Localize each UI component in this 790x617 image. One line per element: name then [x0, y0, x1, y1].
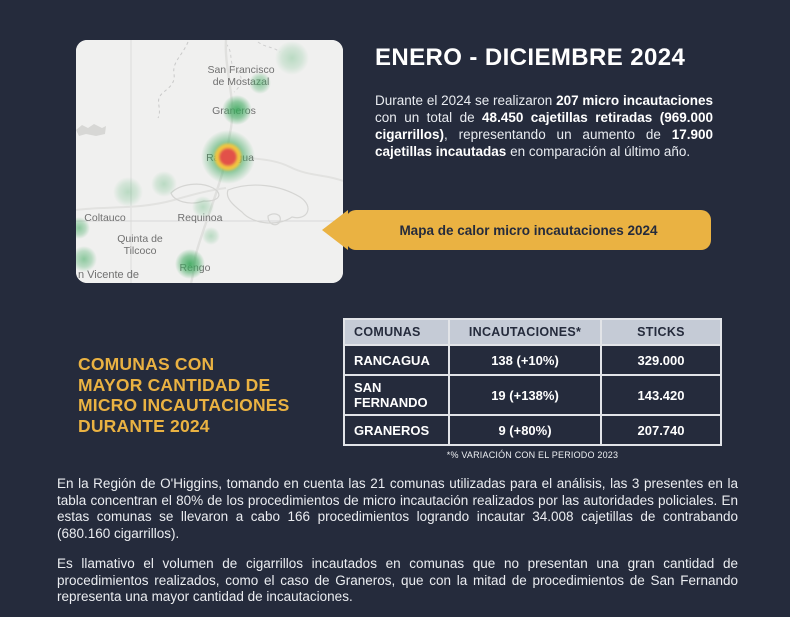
map-label-tilcoco: Tilcoco — [124, 245, 157, 257]
section-heading-line: MAYOR CANTIDAD DE — [78, 374, 271, 395]
intro-segment: Durante el 2024 se realizaron — [375, 93, 557, 108]
table-cell-incautaciones: 19 (+138%) — [450, 376, 600, 414]
heat-spot-top-right — [275, 41, 309, 75]
map-label-requinoa: Requinoa — [178, 212, 223, 224]
analysis-paragraph-2: Es llamativo el volumen de cigarrillos i… — [57, 556, 738, 604]
map-urban-outline — [267, 213, 281, 226]
heat-spot-graneros — [222, 95, 252, 125]
map-urban-outline — [170, 183, 220, 204]
map-label-san-vicente: n Vicente de — [78, 269, 139, 281]
table-cell-sticks: 207.740 — [602, 416, 720, 444]
intro-paragraph: Durante el 2024 se realizaron 207 micro … — [375, 92, 713, 160]
map-road-west — [76, 187, 227, 211]
heat-spot-mostazal — [249, 72, 271, 94]
table-cell-incautaciones: 9 (+80%) — [450, 416, 600, 444]
intro-highlight-aumento: 17.900 cajetillas incautadas — [375, 127, 713, 159]
heat-spot-midwest-1 — [151, 171, 177, 197]
banner-left-arrow-icon — [322, 210, 348, 250]
map-boundary-dashed — [257, 41, 281, 53]
section-heading: COMUNAS CON MAYOR CANTIDAD DE MICRO INCA… — [78, 354, 358, 436]
heat-layer — [76, 41, 309, 279]
table-header-sticks: STICKS — [602, 320, 720, 344]
incautaciones-table: COMUNAS INCAUTACIONES* STICKS RANCAGUA 1… — [343, 318, 722, 446]
table-cell-incautaciones: 138 (+10%) — [450, 346, 600, 374]
table-cell-sticks: 143.420 — [602, 376, 720, 414]
banner-label: Mapa de calor micro incautaciones 2024 — [399, 222, 658, 238]
heat-spot-rancagua — [201, 130, 255, 184]
table-cell-sticks: 329.000 — [602, 346, 720, 374]
intro-segment: con un total de — [375, 110, 483, 125]
table-cell-comuna: GRANEROS — [345, 416, 448, 444]
heatmap-banner: Mapa de calor micro incautaciones 2024 — [322, 210, 711, 250]
map-boundary-dashed — [157, 41, 189, 119]
intro-highlight-cajetillas: 48.450 cajetillas retiradas (969.000 cig… — [375, 110, 713, 142]
banner-body — [346, 210, 711, 250]
table-cell-comuna: SAN FERNANDO — [345, 376, 448, 414]
heat-spot-midwest-2 — [113, 177, 143, 207]
heat-spot-rengo — [175, 249, 205, 279]
section-heading-line: DURANTE 2024 — [78, 415, 210, 436]
heat-spot-left-edge — [76, 217, 90, 239]
section-heading-line: MICRO INCAUTACIONES — [78, 395, 290, 415]
section-heading-line: COMUNAS CON — [78, 354, 215, 374]
table-footnote: *% VARIACIÓN CON EL PERIODO 2023 — [446, 450, 619, 460]
heatmap-image: San Francisco de Mostazal Graneros Ranca… — [76, 40, 343, 283]
heat-spot-bottom-left — [76, 246, 97, 272]
map-terrain-patch — [76, 124, 106, 136]
map-label-quinta-de: Quinta de — [117, 233, 163, 245]
heatmap-card: San Francisco de Mostazal Graneros Ranca… — [76, 40, 343, 283]
intro-highlight-procedimientos: 207 micro incautaciones — [556, 93, 714, 108]
table-header-comunas: COMUNAS — [345, 320, 448, 344]
table-header-incautaciones: INCAUTACIONES* — [450, 320, 600, 344]
table-cell-comuna: RANCAGUA — [345, 346, 448, 374]
map-boundary-dashed — [225, 43, 242, 93]
page-title: ENERO - DICIEMBRE 2024 — [375, 44, 686, 71]
intro-segment: , representando un aumento de — [444, 127, 672, 142]
map-urban-outline — [226, 184, 309, 224]
intro-segment: en comparación al último año. — [506, 144, 691, 159]
heat-spot-requinoa — [192, 196, 214, 218]
analysis-paragraph-1: En la Región de O'Higgins, tomando en cu… — [57, 476, 738, 541]
heat-spot-road — [202, 227, 220, 245]
map-label-coltauco: Coltauco — [84, 212, 126, 224]
